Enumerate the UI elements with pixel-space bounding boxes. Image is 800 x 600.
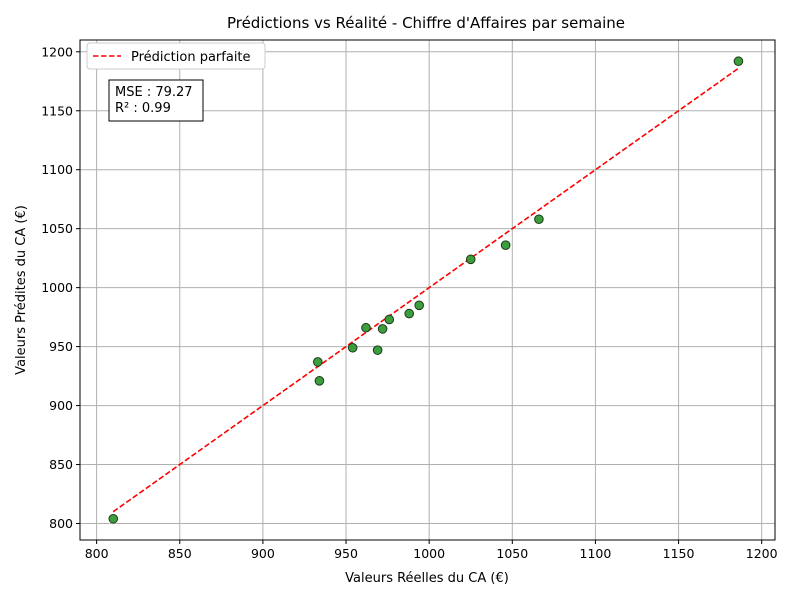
y-axis-ticks: 800 850 900 950 1000 1050 1100 1150 1200 <box>41 44 80 531</box>
scatter-point <box>414 300 424 311</box>
y-tick-label: 1150 <box>41 103 73 118</box>
stats-box-frame <box>108 79 204 122</box>
legend-label: Prédiction parfaite <box>131 50 251 65</box>
stats-box: MSE : 79.27 R² : 0.99 <box>108 79 204 122</box>
y-tick-label: 1200 <box>41 44 73 59</box>
y-tick-label: 950 <box>49 339 73 354</box>
y-tick-label: 1100 <box>41 162 73 177</box>
y-tick-label: 850 <box>49 457 73 472</box>
x-tick-label: 800 <box>85 546 109 561</box>
scatter-point <box>361 322 371 333</box>
points-layer <box>108 56 744 524</box>
y-axis-title: Valeurs Prédites du CA (€) <box>14 205 29 375</box>
scatter-point <box>347 342 358 353</box>
mse-text: MSE : 79.27 <box>115 85 193 100</box>
x-tick-label: 850 <box>168 546 192 561</box>
x-tick-label: 1100 <box>580 546 612 561</box>
x-tick-label: 900 <box>251 546 275 561</box>
scatter-point <box>534 214 544 225</box>
scatter-point <box>384 314 395 325</box>
perfect-prediction-line <box>112 67 739 513</box>
scatter-point <box>500 240 511 250</box>
grid <box>80 40 775 540</box>
y-tick-label: 800 <box>49 516 73 531</box>
chart-title: Prédictions vs Réalité - Chiffre d'Affai… <box>227 14 625 32</box>
x-tick-label: 950 <box>334 546 358 561</box>
x-tick-label: 1150 <box>663 546 695 561</box>
legend-box <box>86 42 266 70</box>
x-tick-label: 1200 <box>746 546 778 561</box>
scatter-point <box>314 376 325 386</box>
y-tick-label: 1000 <box>41 280 73 295</box>
scatter-point <box>377 324 388 334</box>
scatter-point <box>404 308 415 319</box>
scatter-point <box>465 254 476 265</box>
y-tick-label: 900 <box>49 398 73 413</box>
plot-area-frame <box>79 39 776 541</box>
x-axis-title: Valeurs Réelles du CA (€) <box>345 571 509 586</box>
scatter-point <box>372 345 383 355</box>
legend: Prédiction parfaite <box>86 42 266 70</box>
scatter-point <box>312 357 323 367</box>
reference-line-layer <box>112 67 739 513</box>
r2-text: R² : 0.99 <box>115 101 171 116</box>
scatter-point <box>733 56 744 67</box>
x-axis-ticks: 800 850 900 950 1000 1050 1100 1150 1200 <box>85 540 778 561</box>
scatter-point <box>108 513 119 524</box>
x-tick-label: 1000 <box>413 546 445 561</box>
x-tick-label: 1050 <box>496 546 528 561</box>
y-tick-label: 1050 <box>41 221 73 236</box>
